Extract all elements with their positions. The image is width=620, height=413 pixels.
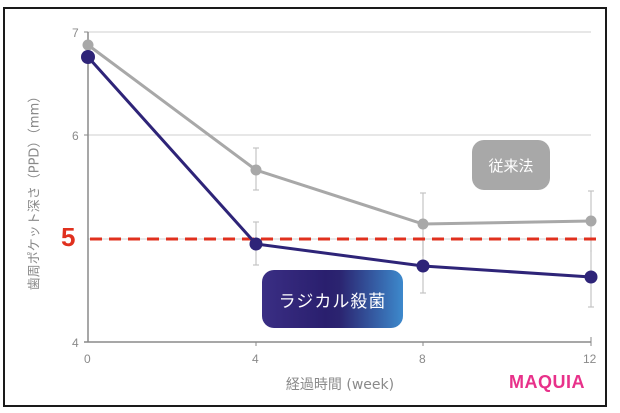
y-axis-label: 歯周ポケット深さ（PPD）（mm） bbox=[27, 89, 43, 291]
series-conventional-points bbox=[82, 39, 597, 230]
series-radical-points bbox=[81, 50, 598, 284]
series-conventional-line bbox=[87, 43, 592, 226]
x-tick-0: 0 bbox=[84, 352, 91, 366]
legend-badge-conventional: 従来法 bbox=[472, 140, 550, 190]
threshold-label: 5 bbox=[61, 222, 76, 252]
series-radical-line bbox=[86, 55, 592, 279]
y-tick-6: 6 bbox=[72, 129, 79, 143]
x-tick-4: 4 bbox=[252, 352, 259, 366]
y-tick-7: 7 bbox=[72, 26, 79, 40]
x-axis-label: 経過時間 (week) bbox=[285, 377, 395, 393]
brand-logo: MAQUIA bbox=[509, 372, 585, 392]
x-tick-12: 12 bbox=[583, 352, 597, 366]
legend-badge-radical: ラジカル殺菌 bbox=[262, 270, 403, 328]
y-tick-4: 4 bbox=[72, 336, 79, 350]
x-tick-8: 8 bbox=[419, 352, 426, 366]
